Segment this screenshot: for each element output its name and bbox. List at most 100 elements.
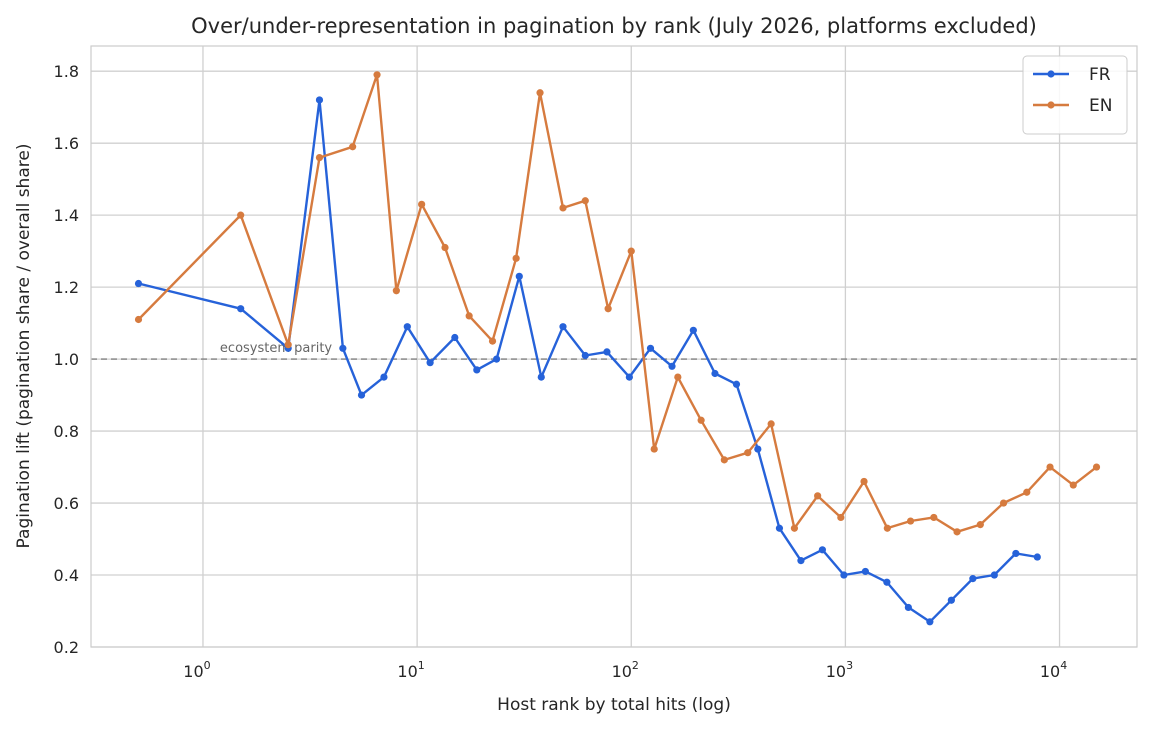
y-tick-label: 0.2 [54,638,79,657]
x-tick-label: 101 [397,659,424,681]
legend-marker-en [1047,101,1055,109]
data-point-fr [451,333,459,342]
data-point-en [1092,463,1101,471]
y-tick-label: 0.6 [54,494,79,513]
data-point-en [976,521,984,529]
data-point-fr [357,391,366,399]
data-point-en [953,528,961,536]
x-tick-exponent: 0 [204,659,211,672]
y-tick-label: 1.0 [54,350,79,369]
data-point-fr [403,323,411,331]
legend-label-en: EN [1089,96,1112,116]
data-point-en [883,524,891,532]
data-point-fr [711,369,719,378]
legend-label-fr: FR [1089,65,1111,85]
data-point-en [559,204,567,212]
y-axis-ticks: 0.2 0.4 0.6 0.8 1.0 1.2 1.4 1.6 1.8 [54,62,79,657]
data-point-fr [775,524,784,532]
data-point-fr [861,567,870,576]
data-point-en [134,315,143,324]
data-point-fr [732,380,741,388]
data-point-en [837,513,845,522]
x-tick-exponent: 2 [632,659,639,672]
data-point-fr [926,618,934,626]
data-point-en [284,341,292,349]
data-point-fr [689,326,697,334]
data-point-fr [134,279,143,288]
data-point-fr [603,348,611,356]
data-point-fr [492,355,501,363]
series-en [134,71,1101,536]
x-axis-label: Host rank by total hits (log) [497,695,731,715]
data-point-en [512,254,520,262]
data-point-en [674,373,682,381]
data-point-en [1023,488,1031,496]
x-tick-label: 104 [1040,659,1067,681]
data-point-en [488,337,497,345]
data-point-fr [990,571,998,579]
plot-border [90,45,1138,648]
x-axis-ticks: 100 101 102 103 104 [183,659,1067,681]
y-tick-label: 0.8 [54,422,79,441]
data-point-en [581,197,589,205]
data-point-fr [1012,549,1020,558]
data-point-en [373,71,381,79]
data-point-fr [883,578,891,586]
data-point-fr [537,373,545,381]
data-point-fr [625,373,633,381]
data-point-fr [754,445,762,453]
data-point-en [999,499,1008,507]
y-tick-label: 0.4 [54,566,79,585]
data-point-en [441,243,449,252]
y-axis-label: Pagination lift (pagination share / over… [14,144,34,549]
data-point-en [650,445,658,453]
legend: FR EN [1022,55,1128,135]
data-point-en [720,456,728,464]
data-point-en [392,287,400,295]
data-point-en [860,477,868,486]
y-tick-label: 1.6 [54,134,79,153]
data-point-fr [797,557,805,565]
data-point-en [697,416,705,424]
data-point-fr [947,596,955,604]
data-point-en [349,143,357,151]
data-point-en [744,449,752,457]
data-point-fr [581,351,589,360]
x-tick-label: 103 [826,659,853,681]
data-point-fr [904,603,912,612]
data-point-en [1069,481,1077,489]
x-tick-exponent: 1 [418,659,425,672]
data-point-fr [559,323,567,331]
data-point-en [418,200,426,208]
plot-area [91,46,1137,647]
data-point-fr [237,305,245,313]
data-point-en [814,492,822,500]
data-point-fr [315,96,324,104]
y-tick-label: 1.2 [54,278,79,297]
data-point-en [930,513,938,522]
data-point-fr [339,344,347,352]
legend-marker-fr [1047,70,1055,78]
data-point-en [906,517,915,525]
data-point-en [536,89,544,97]
data-point-en [465,312,473,320]
data-point-fr [840,571,848,579]
legend-box [1022,55,1128,135]
parity-label: ecosystem parity [220,341,333,356]
data-point-fr [426,359,434,367]
data-point-fr [1033,553,1041,561]
data-point-en [790,524,799,532]
data-point-en [1046,463,1054,471]
data-point-fr [646,344,655,352]
data-point-en [767,420,775,428]
data-point-fr [380,373,388,381]
x-tick-label: 102 [612,659,639,681]
x-tick-exponent: 4 [1060,659,1067,672]
y-tick-label: 1.8 [54,62,79,81]
series-layer [134,71,1101,626]
data-point-fr [969,575,977,583]
data-point-fr [473,366,481,374]
series-fr [134,96,1041,626]
y-tick-label: 1.4 [54,206,79,225]
